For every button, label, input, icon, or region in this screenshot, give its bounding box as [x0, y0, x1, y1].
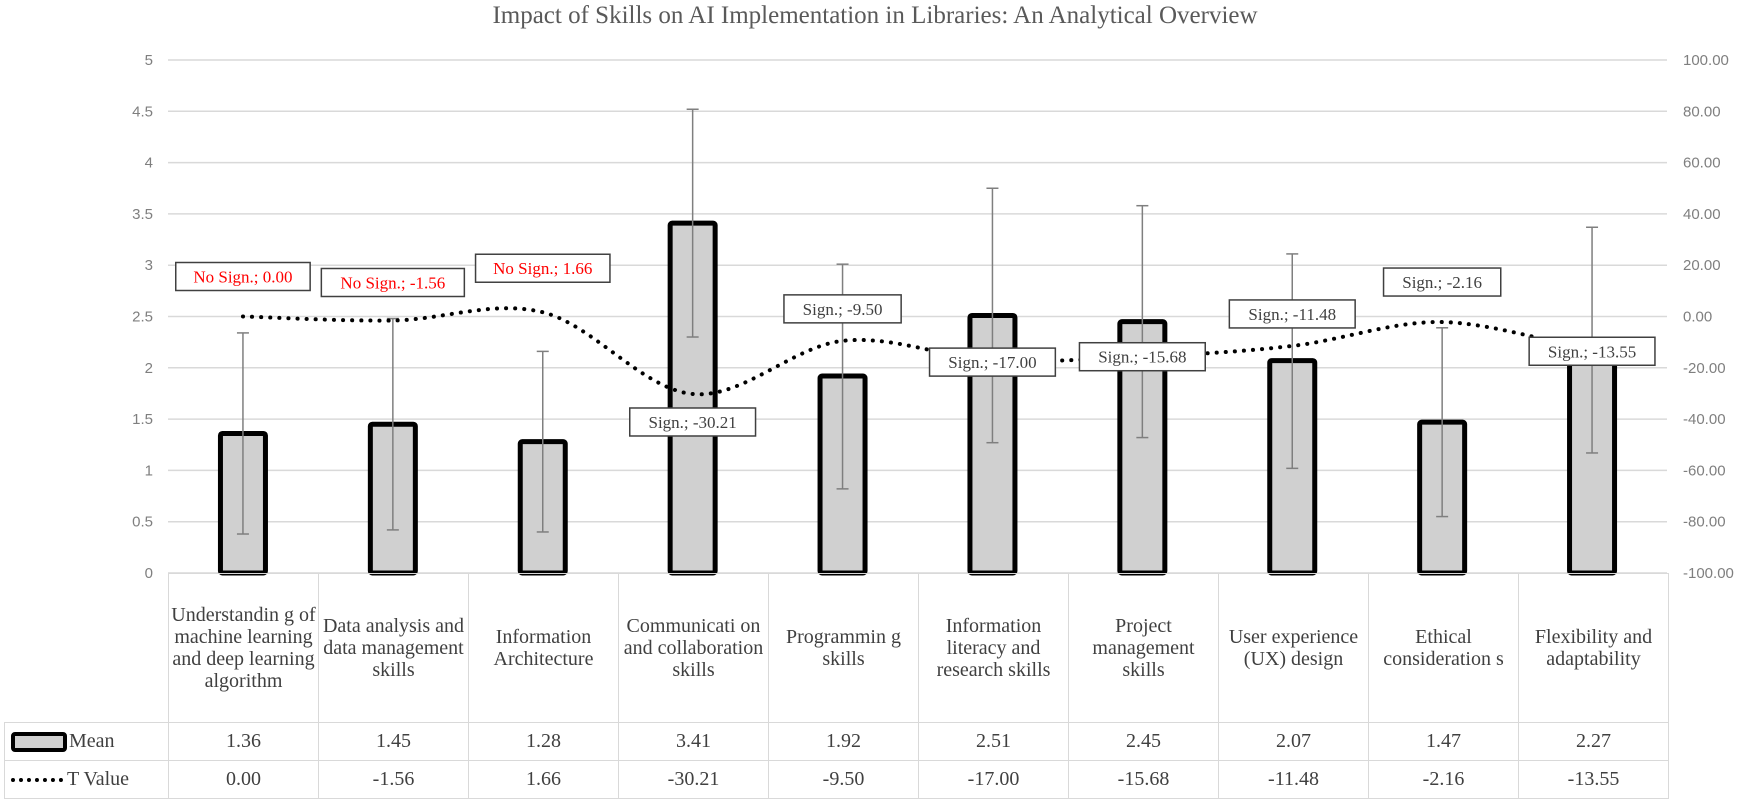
left-axis-tick: 2.5: [132, 309, 153, 326]
legend-label: Mean: [69, 730, 115, 752]
data-label-box: [474, 253, 611, 283]
left-axis-tick: 2: [145, 360, 153, 377]
right-axis-tick: 0.00: [1683, 309, 1712, 326]
category-header-row: Understandin g of machine learning and d…: [5, 573, 1669, 723]
data-label: Sign.; -15.68: [1098, 348, 1186, 367]
t-value-cell: -2.16: [1368, 760, 1519, 799]
data-label: Sign.; -9.50: [803, 300, 883, 319]
data-label: Sign.; -2.16: [1402, 273, 1482, 292]
category-label: Understandin g of machine learning and d…: [168, 573, 319, 723]
t-value-cell: 1.66: [468, 760, 619, 799]
data-label-box: [1228, 299, 1356, 329]
left-axis-tick: 5: [145, 52, 153, 69]
t-value-line: [240, 306, 1595, 397]
t-value-cell: -30.21: [618, 760, 769, 799]
data-label: No Sign.; 0.00: [193, 268, 292, 287]
category-label: User experience (UX) design: [1218, 573, 1369, 723]
mean-value-cell: 1.36: [168, 722, 319, 761]
t-value-cell: -11.48: [1218, 760, 1369, 799]
mean-value-cell: 2.51: [918, 722, 1069, 761]
left-axis-tick: 0: [145, 565, 153, 582]
table-row-tvalue: T Value 0.00 -1.56 1.66 -30.21 -9.50 -17.00 -1…: [4, 760, 1669, 799]
data-label: Sign.; -17.00: [948, 353, 1036, 372]
t-value-cell: -1.56: [318, 760, 469, 799]
category-label: Information literacy and research skills: [918, 573, 1069, 723]
right-axis-tick: 20.00: [1683, 257, 1721, 274]
mean-value-cell: 1.45: [318, 722, 469, 761]
t-value-cell: -15.68: [1068, 760, 1219, 799]
left-axis-tick: 3: [145, 257, 153, 274]
right-axis-tick: -40.00: [1683, 411, 1726, 428]
chart-title: Impact of Skills on AI Implementation in…: [492, 2, 1258, 29]
data-label: No Sign.; -1.56: [340, 274, 445, 293]
left-axis-tick: 1.5: [132, 411, 153, 428]
category-label: Data analysis and data management skills: [318, 573, 469, 723]
data-label-box: [320, 267, 466, 298]
mean-value-cell: 2.27: [1518, 722, 1669, 761]
mean-value-cell: 1.92: [768, 722, 919, 761]
right-axis-tick: -100.00: [1683, 565, 1734, 582]
right-axis-tick: -60.00: [1683, 462, 1726, 479]
data-label-box: [629, 407, 757, 437]
mean-value-cell: 2.07: [1218, 722, 1369, 761]
data-label: Sign.; -11.48: [1248, 305, 1336, 324]
legend-tvalue: T Value: [4, 760, 169, 799]
data-label: Sign.; -30.21: [648, 413, 736, 432]
left-axis-tick: 0.5: [132, 514, 153, 531]
mean-value-cell: 1.47: [1368, 722, 1519, 761]
bar-swatch-icon: [11, 732, 67, 753]
right-axis-tick: 60.00: [1683, 155, 1721, 172]
right-axis-tick: -80.00: [1683, 514, 1726, 531]
left-axis-tick: 4.5: [132, 103, 153, 120]
right-axis-tick: 40.00: [1683, 206, 1721, 223]
dotted-line-swatch-icon: [11, 778, 63, 783]
right-axis-tick: 80.00: [1683, 103, 1721, 120]
category-label: Project management skills: [1068, 573, 1219, 723]
data-table: Understandin g of machine learning and d…: [4, 573, 1669, 799]
data-label-box: [1078, 341, 1206, 372]
table-row-mean: Mean 1.36 1.45 1.28 3.41 1.92 2.51 2.45 2.07 1.4…: [4, 722, 1669, 761]
data-label-box: [928, 347, 1057, 377]
t-value-cell: -9.50: [768, 760, 919, 799]
t-value-cell: -13.55: [1518, 760, 1669, 799]
t-value-cell: 0.00: [168, 760, 319, 799]
category-label: Information Architecture: [468, 573, 619, 723]
data-label-box: [1382, 267, 1502, 297]
legend-mean: Mean: [4, 722, 169, 761]
category-label: Flexibility and adaptability: [1518, 573, 1669, 723]
data-label: Sign.; -13.55: [1548, 342, 1636, 361]
legend-label: T Value: [67, 768, 130, 790]
category-label: Communicati on and collaboration skills: [618, 573, 769, 723]
category-label: Ethical consideration s: [1368, 573, 1519, 723]
left-axis-tick: 1: [145, 462, 153, 479]
t-value-cell: -17.00: [918, 760, 1069, 799]
data-label: No Sign.; 1.66: [493, 259, 592, 278]
left-axis-tick: 3.5: [132, 206, 153, 223]
right-axis-tick: 100.00: [1683, 52, 1729, 69]
right-axis-tick: -20.00: [1683, 360, 1726, 377]
mean-value-cell: 1.28: [468, 722, 619, 761]
data-label-box: [175, 261, 311, 292]
category-label: Programmin g skills: [768, 573, 919, 723]
data-label-box: [1528, 336, 1656, 367]
mean-value-cell: 2.45: [1068, 722, 1219, 761]
data-label-box: [783, 294, 902, 324]
left-axis-tick: 4: [145, 155, 153, 172]
mean-value-cell: 3.41: [618, 722, 769, 761]
table-corner: [5, 574, 169, 723]
